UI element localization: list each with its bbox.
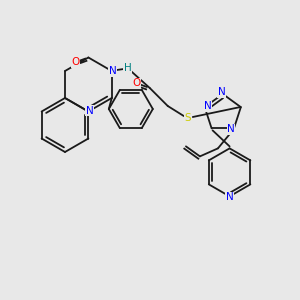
Text: O: O — [133, 78, 141, 88]
Text: S: S — [184, 113, 191, 123]
Text: O: O — [71, 57, 80, 67]
Text: N: N — [109, 66, 117, 76]
Text: N: N — [85, 106, 93, 116]
Text: N: N — [227, 124, 235, 134]
Text: N: N — [204, 101, 212, 111]
Text: N: N — [218, 87, 226, 97]
Text: N: N — [226, 192, 233, 203]
Text: H: H — [124, 63, 132, 73]
